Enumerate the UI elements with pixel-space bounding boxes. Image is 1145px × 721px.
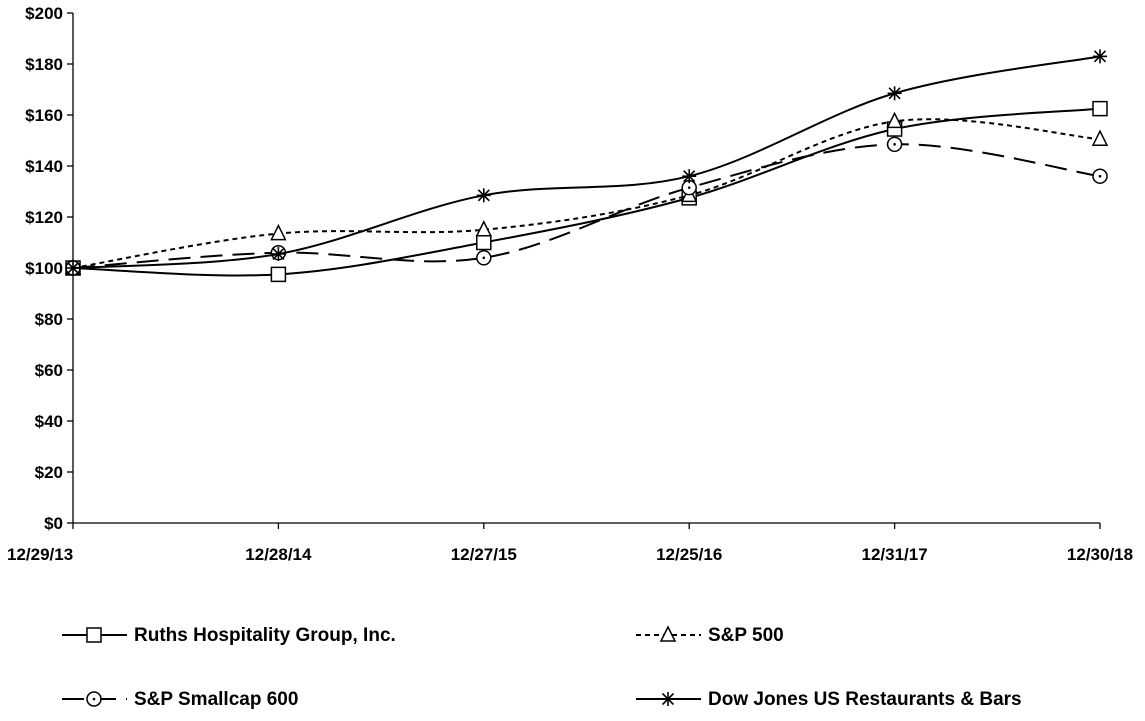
- series-line: [72, 143, 1101, 269]
- legend-label: Ruths Hospitality Group, Inc.: [134, 625, 396, 646]
- data-point-square: [1092, 100, 1108, 117]
- data-point-triangle: [270, 223, 287, 241]
- x-tick-label: 12/27/15: [451, 545, 517, 564]
- y-tick-label: $100: [25, 259, 63, 278]
- x-tick-label: 12/31/17: [862, 545, 928, 564]
- legend: Ruths Hospitality Group, Inc. S&P 500 S&P …: [62, 625, 1022, 710]
- data-point-square: [476, 234, 492, 251]
- y-tick-label: $60: [35, 361, 63, 380]
- x-tick-label: 12/28/14: [245, 545, 312, 564]
- series-0: [65, 100, 1108, 283]
- data-point-circle: [886, 136, 903, 153]
- data-point-triangle: [475, 220, 493, 237]
- y-tick-label: $120: [25, 208, 63, 227]
- legend-item: Dow Jones US Restaurants & Bars: [636, 689, 1022, 710]
- series-layer: [64, 49, 1109, 283]
- series-line: [72, 55, 1101, 269]
- data-point-triangle: [886, 111, 903, 129]
- series-line: [72, 107, 1101, 277]
- x-tick-label: 12/29/13: [7, 545, 73, 564]
- series-2: [65, 136, 1108, 276]
- y-tick-label: $40: [35, 412, 63, 431]
- series-1: [64, 111, 1109, 275]
- series-line: [72, 118, 1101, 269]
- data-point-asterisk: [1093, 49, 1107, 64]
- y-tick-label: $140: [25, 157, 63, 176]
- x-tick-label: 12/30/18: [1067, 545, 1133, 564]
- legend-item: S&P 500: [636, 625, 784, 646]
- data-point-asterisk: [887, 86, 902, 101]
- data-point-circle: [1092, 168, 1108, 184]
- x-tick-label: 12/25/16: [656, 545, 722, 564]
- x-axis: 12/29/13 12/28/14 12/27/15 12/25/16 12/31/17…: [7, 522, 1133, 564]
- legend-swatch-marker: [661, 692, 675, 706]
- data-point-asterisk: [66, 261, 80, 275]
- data-point-circle: [476, 250, 492, 266]
- data-point-asterisk: [476, 188, 491, 203]
- legend-label: Dow Jones US Restaurants & Bars: [708, 689, 1022, 710]
- y-tick-label: $200: [25, 4, 63, 23]
- legend-swatch-marker: [86, 691, 102, 707]
- legend-swatch-marker: [659, 625, 677, 642]
- y-tick-label: $80: [35, 310, 63, 329]
- legend-item: S&P Smallcap 600: [62, 689, 298, 710]
- y-tick-label: $0: [44, 514, 63, 533]
- legend-item: Ruths Hospitality Group, Inc.: [62, 625, 396, 646]
- legend-swatch-marker: [86, 627, 102, 643]
- legend-label: S&P 500: [708, 625, 784, 646]
- data-point-asterisk: [271, 246, 286, 261]
- y-tick-label: $20: [35, 463, 63, 482]
- data-point-square: [270, 266, 287, 283]
- y-axis: $0 $20 $40 $60 $80 $100 $120 $140 $160 $180 $200: [25, 4, 74, 533]
- y-tick-label: $180: [25, 55, 63, 74]
- data-point-triangle: [1091, 129, 1109, 146]
- y-tick-label: $160: [25, 106, 63, 125]
- series-3: [66, 49, 1107, 275]
- legend-label: S&P Smallcap 600: [134, 689, 298, 710]
- data-point-asterisk: [682, 169, 697, 184]
